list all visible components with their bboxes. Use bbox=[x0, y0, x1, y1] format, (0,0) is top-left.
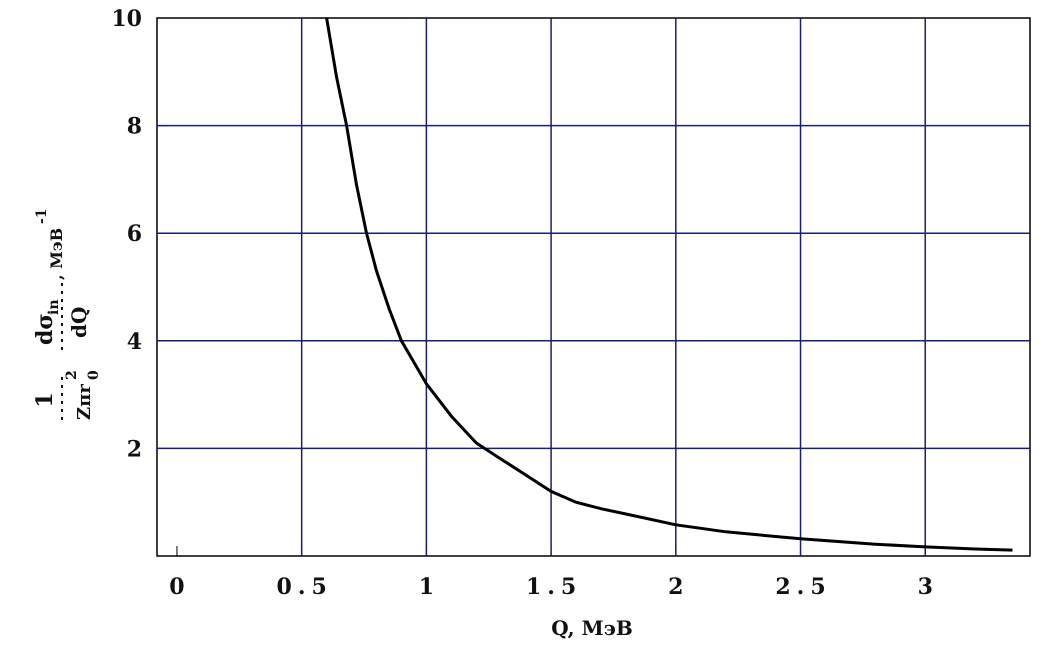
y-tick-label: 8 bbox=[127, 114, 142, 140]
y-axis-label: 1 Zπr 0 2 dσ in dQ , МэВ -1 bbox=[32, 208, 102, 420]
x-tick-label: 0 bbox=[169, 574, 190, 600]
data-line bbox=[325, 17, 1013, 552]
y-label-part: dQ bbox=[67, 307, 91, 338]
x-axis-label: Q, МэВ bbox=[551, 616, 633, 640]
y-tick-label: 6 bbox=[127, 221, 142, 247]
x-tick-label: 2.5 bbox=[775, 574, 831, 600]
y-label-part: dσ bbox=[32, 313, 58, 345]
x-tick-label: 3 bbox=[918, 574, 939, 600]
plot-frame bbox=[156, 17, 1031, 557]
y-label-part: -1 bbox=[34, 208, 50, 224]
y-label-part: 0 bbox=[86, 370, 102, 380]
y-label-part: in bbox=[46, 300, 62, 316]
y-label-part: Zπr bbox=[74, 384, 95, 420]
y-label-part: 2 bbox=[64, 370, 80, 380]
y-tick-label: 2 bbox=[127, 436, 142, 462]
x-tick-label: 1 bbox=[419, 574, 440, 600]
x-tick-label: 1.5 bbox=[526, 574, 582, 600]
y-tick-label: 10 bbox=[111, 6, 142, 32]
y-label-part: , МэВ bbox=[47, 228, 66, 280]
x-tick-label: 0.5 bbox=[277, 574, 333, 600]
y-tick-label: 4 bbox=[127, 329, 142, 355]
y-label-part: 1 bbox=[32, 392, 58, 407]
x-tick-label: 2 bbox=[668, 574, 689, 600]
